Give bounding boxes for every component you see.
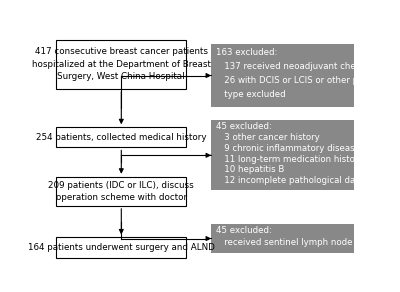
FancyBboxPatch shape — [211, 44, 354, 107]
FancyBboxPatch shape — [56, 177, 186, 206]
Text: 11 long-term medication history: 11 long-term medication history — [216, 154, 363, 164]
Text: 9 chronic inflammatory diseases: 9 chronic inflammatory diseases — [216, 144, 364, 153]
FancyBboxPatch shape — [211, 224, 354, 253]
Text: 45 excluded:: 45 excluded: — [216, 122, 272, 131]
Text: 26 with DCIS or LCIS or other pathology: 26 with DCIS or LCIS or other pathology — [216, 76, 396, 85]
Text: 164 patients underwent surgery and ALND: 164 patients underwent surgery and ALND — [28, 243, 215, 252]
Text: 209 patients (IDC or ILC), discuss
operation scheme with doctor: 209 patients (IDC or ILC), discuss opera… — [48, 180, 194, 202]
Text: 45 excluded:: 45 excluded: — [216, 226, 272, 235]
Text: 417 consecutive breast cancer patients
hospitalized at the Department of Breast
: 417 consecutive breast cancer patients h… — [32, 47, 211, 81]
Text: received sentinel lymph node biopsy: received sentinel lymph node biopsy — [216, 238, 383, 247]
FancyBboxPatch shape — [211, 121, 354, 190]
Text: 137 received neoadjuvant chemotherapy: 137 received neoadjuvant chemotherapy — [216, 62, 400, 71]
Text: 10 hepatitis B: 10 hepatitis B — [216, 165, 284, 174]
Text: type excluded: type excluded — [216, 90, 286, 99]
FancyBboxPatch shape — [56, 127, 186, 147]
FancyBboxPatch shape — [56, 39, 186, 89]
FancyBboxPatch shape — [56, 237, 186, 258]
Text: 254 patients, collected medical history: 254 patients, collected medical history — [36, 133, 206, 142]
Text: 12 incomplete pathological data: 12 incomplete pathological data — [216, 176, 364, 185]
Text: 163 excluded:: 163 excluded: — [216, 48, 277, 57]
Text: 3 other cancer history: 3 other cancer history — [216, 133, 320, 142]
